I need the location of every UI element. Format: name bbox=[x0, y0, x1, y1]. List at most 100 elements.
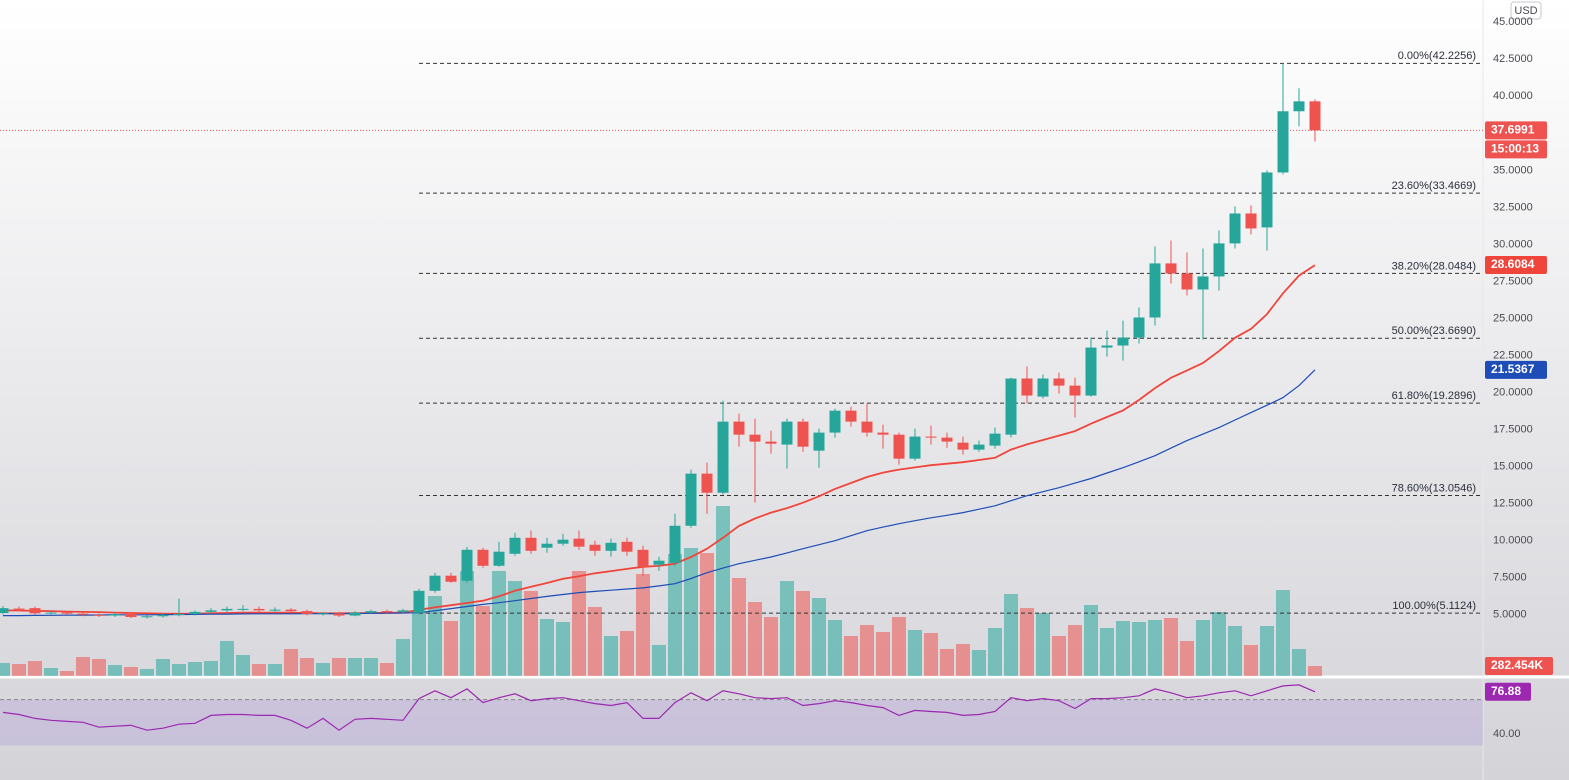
candle-body bbox=[29, 608, 41, 614]
fib-label: 61.80%(19.2896) bbox=[1392, 390, 1476, 402]
volume-bar bbox=[1276, 590, 1290, 676]
candle-body bbox=[461, 549, 473, 581]
y-tick-label: 40.0000 bbox=[1493, 90, 1533, 102]
candle-body bbox=[1245, 213, 1257, 229]
candle-body bbox=[0, 608, 9, 614]
volume-bar bbox=[124, 667, 138, 676]
candle-body bbox=[941, 437, 953, 442]
rsi-band bbox=[0, 699, 1483, 746]
volume-bar bbox=[748, 602, 762, 676]
candle-body bbox=[573, 538, 585, 547]
candle-body bbox=[653, 560, 665, 565]
ma-value-box bbox=[1485, 360, 1547, 379]
volume-bar bbox=[1244, 644, 1258, 676]
volume-bar bbox=[1212, 611, 1226, 676]
candle-body bbox=[957, 442, 969, 450]
candle-body bbox=[445, 575, 457, 582]
volume-bar bbox=[668, 554, 682, 676]
candle-body bbox=[301, 611, 313, 615]
y-tick-label: 15.0000 bbox=[1493, 461, 1533, 473]
candle-body bbox=[205, 610, 217, 612]
candle-body bbox=[749, 434, 761, 442]
candle-body bbox=[1037, 378, 1049, 397]
candle-body bbox=[1261, 172, 1273, 228]
countdown-box bbox=[1485, 140, 1547, 159]
volume-bar bbox=[348, 658, 362, 676]
volume-bar bbox=[28, 660, 42, 676]
volume-bar bbox=[476, 606, 490, 676]
fib-label: 50.00%(23.6690) bbox=[1392, 325, 1476, 337]
currency-box[interactable] bbox=[1510, 1, 1542, 20]
volume-bar bbox=[1164, 618, 1178, 676]
candle-body bbox=[1277, 111, 1289, 173]
volume-bar bbox=[828, 619, 842, 676]
candle-body bbox=[173, 614, 185, 616]
candle-body bbox=[637, 549, 649, 567]
candle-body bbox=[925, 436, 937, 438]
volume-bar bbox=[204, 660, 218, 676]
candle-body bbox=[237, 608, 249, 610]
candle-body bbox=[1181, 273, 1193, 290]
volume-bar bbox=[956, 643, 970, 676]
candle-body bbox=[1309, 101, 1321, 131]
volume-bar bbox=[76, 656, 90, 676]
candle-body bbox=[221, 608, 233, 611]
y-tick-label: 12.5000 bbox=[1493, 498, 1533, 510]
volume-bar bbox=[876, 631, 890, 676]
rsi-value: 76.88 bbox=[1491, 684, 1521, 698]
candle-body bbox=[13, 608, 25, 610]
ma-value: 21.5367 bbox=[1491, 362, 1535, 376]
candle-body bbox=[1213, 243, 1225, 277]
volume-bar bbox=[524, 591, 538, 676]
volume-bar bbox=[1148, 619, 1162, 676]
candle-body bbox=[893, 434, 905, 459]
volume-bar bbox=[892, 617, 906, 676]
volume-bar bbox=[412, 611, 426, 676]
volume-bar bbox=[860, 625, 874, 676]
volume-bar bbox=[1100, 627, 1114, 676]
candle-body bbox=[1133, 317, 1145, 338]
volume-bar bbox=[1052, 635, 1066, 676]
volume-bar bbox=[1308, 666, 1322, 676]
candle-body bbox=[845, 410, 857, 422]
moving-average bbox=[3, 369, 1316, 617]
volume-bar bbox=[300, 658, 314, 676]
candle-body bbox=[1197, 276, 1209, 290]
y-tick-label: 5.0000 bbox=[1493, 609, 1527, 621]
candle-body bbox=[557, 539, 569, 544]
candle-body bbox=[381, 611, 393, 613]
candle-body bbox=[349, 612, 361, 616]
y-tick-label: 10.0000 bbox=[1493, 535, 1533, 547]
volume-bar bbox=[156, 659, 170, 676]
volume-bar bbox=[92, 659, 106, 676]
volume-bar bbox=[0, 663, 10, 676]
candle-body bbox=[477, 549, 489, 566]
candle-body bbox=[493, 551, 505, 566]
volume-bar bbox=[1180, 640, 1194, 676]
y-tick-label: 32.5000 bbox=[1493, 201, 1533, 213]
volume-bar bbox=[236, 655, 250, 676]
volume-bar bbox=[652, 644, 666, 676]
candle-body bbox=[797, 421, 809, 447]
y-tick-label: 27.5000 bbox=[1493, 275, 1533, 287]
candle-body bbox=[317, 613, 329, 615]
candle-body bbox=[1021, 378, 1033, 396]
volume-bar bbox=[716, 506, 730, 676]
candle-body bbox=[685, 473, 697, 526]
rsi-line bbox=[2, 684, 1316, 731]
candle-body bbox=[189, 611, 201, 615]
currency[interactable]: USD bbox=[1514, 5, 1537, 17]
volume-bar bbox=[1196, 619, 1210, 676]
volume-bar bbox=[428, 595, 442, 676]
volume-bar bbox=[284, 648, 298, 676]
candle-body bbox=[813, 432, 825, 451]
volume-bar bbox=[732, 578, 746, 676]
volume-bar bbox=[12, 663, 26, 676]
volume-bar bbox=[1260, 626, 1274, 676]
candle-body bbox=[861, 421, 873, 433]
volume-bar bbox=[1004, 594, 1018, 676]
volume-bar bbox=[188, 662, 202, 676]
candle-body bbox=[1149, 263, 1161, 318]
candle-body bbox=[1101, 345, 1113, 348]
candle-body bbox=[701, 473, 713, 493]
